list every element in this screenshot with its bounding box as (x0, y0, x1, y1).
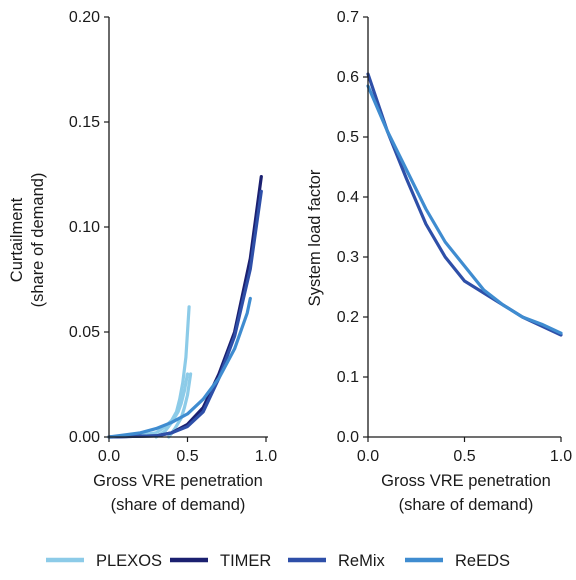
left-y-tick-label: 0.20 (69, 9, 100, 26)
right-series-line-remix-0 (366, 72, 563, 337)
right-y-ticks: 0.0 0.1 0.2 0.3 0.4 0.5 0.6 0.7 (337, 9, 368, 446)
right-y-tick-label: 0.2 (337, 309, 359, 326)
legend: PLEXOS TIMER ReMix ReEDS (46, 552, 510, 570)
legend-label-reeds: ReEDS (455, 552, 510, 570)
left-y-tick-label: 0.05 (69, 324, 100, 341)
right-series-line-reeds-1 (366, 84, 563, 335)
right-y-tick-label: 0.7 (337, 9, 359, 26)
right-y-tick-label: 0.3 (337, 249, 359, 266)
left-y-ticks: 0.00 0.05 0.10 0.15 0.20 (69, 9, 109, 446)
left-x-axis-title-line2: (share of demand) (111, 496, 246, 514)
left-series-line-plexos-1 (154, 372, 190, 439)
left-y-tick-label: 0.10 (69, 219, 100, 236)
left-y-axis-title-line1: Curtailment (8, 197, 26, 282)
right-x-ticks: 0.0 0.5 1.0 (357, 437, 572, 465)
right-x-axis-title-line2: (share of demand) (399, 496, 534, 514)
right-y-tick-label: 0.5 (337, 129, 359, 146)
right-y-tick-label: 0.6 (337, 69, 359, 86)
load-factor-panel: 0.0 0.1 0.2 0.3 0.4 0.5 0.6 0.7 0.0 0.5 1.0 Syste… (306, 9, 572, 514)
curtailment-panel: 0.00 0.05 0.10 0.15 0.20 0.0 0.5 1.0 Curtailme… (8, 9, 277, 514)
right-x-tick-label: 1.0 (550, 448, 572, 465)
right-x-tick-label: 0.0 (357, 448, 379, 465)
left-y-axis-title-line2: (share of demand) (29, 173, 47, 308)
legend-label-timer: TIMER (220, 552, 271, 570)
left-x-tick-label: 1.0 (255, 448, 277, 465)
left-x-axis-title-line1: Gross VRE penetration (93, 472, 263, 490)
right-x-tick-label: 0.5 (453, 448, 475, 465)
left-series-line-remix-4 (107, 189, 263, 439)
right-y-axis-title: System load factor (306, 169, 324, 306)
left-x-tick-label: 0.5 (176, 448, 198, 465)
right-x-axis-title-line1: Gross VRE penetration (381, 472, 551, 490)
left-y-tick-label: 0.15 (69, 114, 100, 131)
left-x-tick-label: 0.0 (98, 448, 120, 465)
legend-label-plexos: PLEXOS (96, 552, 162, 570)
right-y-tick-label: 0.4 (337, 189, 359, 206)
right-y-tick-label: 0.0 (337, 429, 359, 446)
right-y-tick-label: 0.1 (337, 369, 359, 386)
left-series-line-plexos-0 (107, 305, 191, 439)
left-series-line-reeds-5 (107, 296, 252, 439)
legend-label-remix: ReMix (338, 552, 386, 570)
load-factor-series-group (366, 72, 563, 337)
left-y-tick-label: 0.00 (69, 429, 100, 446)
curtailment-series-group (107, 175, 263, 439)
left-x-ticks: 0.0 0.5 1.0 (98, 437, 277, 465)
